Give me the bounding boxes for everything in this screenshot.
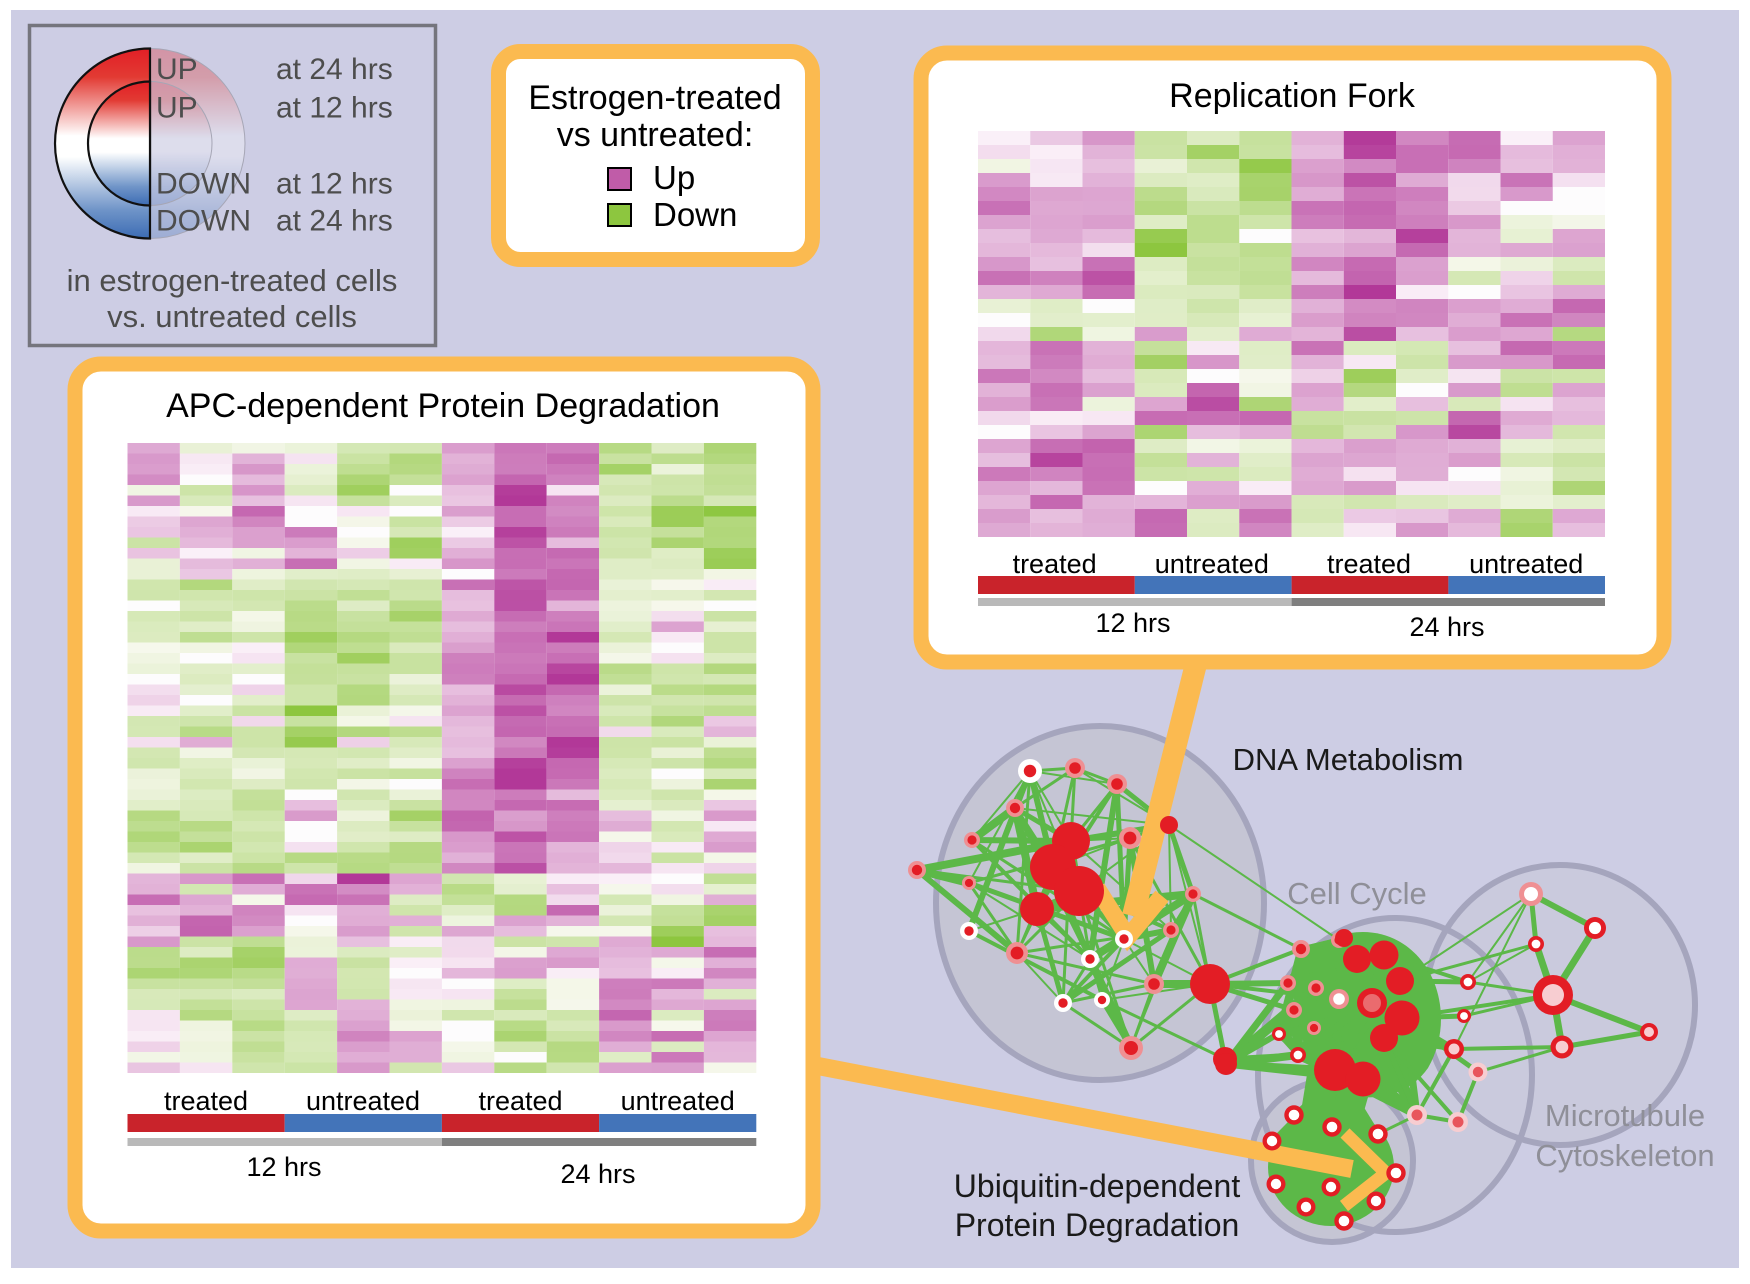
svg-text:24 hrs: 24 hrs (560, 1159, 635, 1189)
svg-text:Estrogen-treated: Estrogen-treated (528, 79, 781, 117)
svg-text:in estrogen-treated cells: in estrogen-treated cells (67, 263, 398, 298)
svg-text:12 hrs: 12 hrs (246, 1152, 321, 1182)
svg-text:at 12 hrs: at 12 hrs (276, 92, 393, 125)
svg-text:UP: UP (156, 53, 198, 86)
svg-text:untreated: untreated (306, 1086, 420, 1116)
svg-text:treated: treated (478, 1086, 562, 1116)
svg-text:untreated: untreated (1155, 549, 1269, 579)
svg-text:DOWN: DOWN (156, 205, 251, 238)
svg-text:untreated: untreated (621, 1086, 735, 1116)
svg-text:treated: treated (1327, 549, 1411, 579)
svg-text:Replication Fork: Replication Fork (1169, 77, 1416, 115)
svg-text:Up: Up (653, 159, 695, 196)
svg-text:24 hrs: 24 hrs (1409, 612, 1484, 642)
svg-text:at 24 hrs: at 24 hrs (276, 205, 393, 238)
svg-text:Cytoskeleton: Cytoskeleton (1535, 1138, 1714, 1173)
svg-text:DOWN: DOWN (156, 168, 251, 201)
svg-text:Cell Cycle: Cell Cycle (1287, 876, 1427, 911)
svg-text:DNA Metabolism: DNA Metabolism (1233, 742, 1464, 777)
svg-text:Down: Down (653, 196, 737, 233)
svg-text:UP: UP (156, 92, 198, 125)
svg-text:at 12 hrs: at 12 hrs (276, 168, 393, 201)
svg-text:vs untreated:: vs untreated: (557, 116, 754, 154)
svg-text:12 hrs: 12 hrs (1095, 608, 1170, 638)
svg-text:at 24 hrs: at 24 hrs (276, 53, 393, 86)
svg-text:untreated: untreated (1469, 549, 1583, 579)
svg-text:treated: treated (1013, 549, 1097, 579)
svg-text:APC-dependent Protein Degradat: APC-dependent Protein Degradation (166, 387, 720, 425)
svg-text:Protein Degradation: Protein Degradation (955, 1207, 1240, 1243)
svg-text:treated: treated (164, 1086, 248, 1116)
svg-text:Ubiquitin-dependent: Ubiquitin-dependent (954, 1168, 1241, 1204)
svg-text:Microtubule: Microtubule (1545, 1098, 1705, 1133)
svg-text:vs. untreated cells: vs. untreated cells (107, 299, 357, 334)
